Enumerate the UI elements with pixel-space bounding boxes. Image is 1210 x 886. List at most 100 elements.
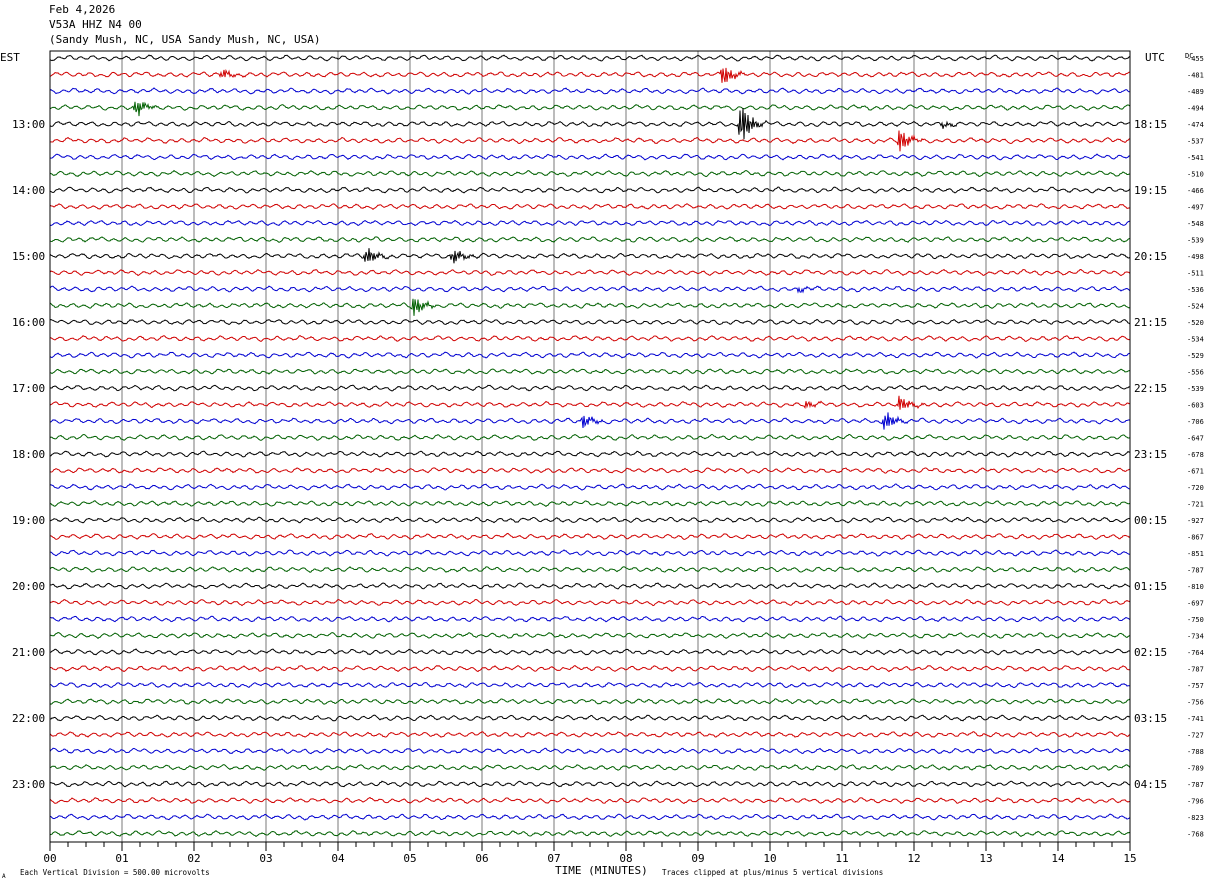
dc-offset-label: -796 [1187,798,1204,806]
dc-offset-label: -706 [1187,418,1204,426]
trace-4 [49,101,1131,117]
est-hour-label: 18:00 [12,448,45,461]
trace-19 [49,351,1131,359]
utc-hour-label: 04:15 [1134,778,1167,791]
utc-hour-label: 03:15 [1134,712,1167,725]
x-tick-label: 15 [1123,852,1136,865]
dc-offset-label: -497 [1187,204,1204,212]
x-tick-label: 02 [187,852,200,865]
dc-offset-label: -539 [1187,385,1204,393]
utc-hour-label: 00:15 [1134,514,1167,527]
trace-33 [49,582,1131,590]
trace-31 [49,549,1131,557]
x-tick-label: 10 [763,852,776,865]
trace-47 [49,813,1131,821]
utc-hour-label: 02:15 [1134,646,1167,659]
trace-6 [49,130,1131,152]
est-hour-label: 20:00 [12,580,45,593]
utc-hour-label: 18:15 [1134,118,1167,131]
x-tick-label: 12 [907,852,920,865]
dc-offset-label: -721 [1187,501,1204,509]
x-axis: 00 01 02 03 04 05 06 07 08 09 10 11 12 13 14 15 [43,842,1137,865]
dc-offset-label: -757 [1187,682,1204,690]
trace-45 [49,780,1131,788]
trace-43 [49,747,1131,755]
dc-offset-label: -548 [1187,220,1204,228]
trace-10 [49,203,1131,211]
trace-8 [49,169,1131,178]
dc-offset-label: -481 [1187,72,1204,80]
dc-offset-label: -539 [1187,237,1204,245]
trace-11 [49,219,1131,227]
x-tick-label: 14 [1051,852,1065,865]
dc-offset-label: -720 [1187,484,1204,492]
est-hour-label: 16:00 [12,316,45,329]
trace-42 [49,731,1131,738]
dc-offset-label: -520 [1187,319,1204,327]
dc-offset-label: -867 [1187,534,1204,542]
dc-offset-label: -810 [1187,583,1204,591]
x-tick-label: 01 [115,852,128,865]
dc-offset-label: -734 [1187,633,1204,641]
dc-offset-label: -498 [1187,253,1204,261]
trace-16 [49,298,1131,316]
dc-offset-label: -750 [1187,616,1204,624]
est-hour-label: 19:00 [12,514,45,527]
trace-28 [49,500,1131,507]
left-time-labels: 13:00 14:00 15:00 16:00 17:00 18:00 19:00 20:00… [12,118,45,791]
dc-offset-label: -524 [1187,303,1204,311]
dc-offset-label: -678 [1187,451,1204,459]
dc-offset-label: -787 [1187,666,1204,674]
trace-36 [49,631,1131,640]
trace-38 [49,664,1131,673]
utc-hour-label: 01:15 [1134,580,1167,593]
dc-offset-label: -768 [1187,831,1204,839]
dc-offset-label: -671 [1187,468,1204,476]
dc-offset-label: -537 [1187,138,1204,146]
trace-46 [49,796,1131,805]
dc-offset-label: -510 [1187,171,1204,179]
dc-offset-label: -788 [1187,748,1204,756]
est-hour-label: 14:00 [12,184,45,197]
dc-offset-label: -697 [1187,600,1204,608]
x-tick-label: 00 [43,852,56,865]
dc-offset-label: -851 [1187,550,1204,558]
x-tick-label: 06 [475,852,488,865]
est-hour-label: 21:00 [12,646,45,659]
plot-frame [49,50,1131,843]
trace-2 [49,67,1131,83]
trace-13 [49,248,1131,264]
plot-date: Feb 4,2026 [49,3,116,16]
est-hour-label: 23:00 [12,778,45,791]
trace-17 [49,318,1131,326]
trace-23 [49,412,1131,430]
dc-offset-label: -541 [1187,154,1204,162]
dc-offset-label: -756 [1187,699,1204,707]
x-tick-label: 07 [547,852,560,865]
dc-offset-label: -823 [1187,814,1204,822]
trace-14 [49,268,1131,277]
trace-34 [49,598,1131,607]
utc-hour-label: 23:15 [1134,448,1167,461]
dc-offset-label: -536 [1187,286,1204,294]
est-hour-label: 17:00 [12,382,45,395]
dc-offset-label: -727 [1187,732,1204,740]
dc-offset-label: -455 [1187,55,1204,63]
dc-offset-label: -489 [1187,88,1204,96]
est-hour-label: 13:00 [12,118,45,131]
time-grid [121,51,1059,842]
trace-7 [49,153,1131,161]
trace-15 [49,285,1131,294]
right-time-labels: 18:15 19:15 20:15 21:15 22:15 23:15 00:15 01:15… [1134,118,1167,791]
left-timezone-label: EST [0,51,20,64]
trace-5 [49,107,1131,140]
utc-hour-label: 19:15 [1134,184,1167,197]
trace-1 [49,54,1131,62]
dc-offset-label: -494 [1187,105,1204,113]
trace-group [49,54,1131,838]
x-tick-label: 09 [691,852,704,865]
est-hour-label: 22:00 [12,712,45,725]
trace-37 [49,648,1131,656]
trace-18 [49,335,1131,343]
